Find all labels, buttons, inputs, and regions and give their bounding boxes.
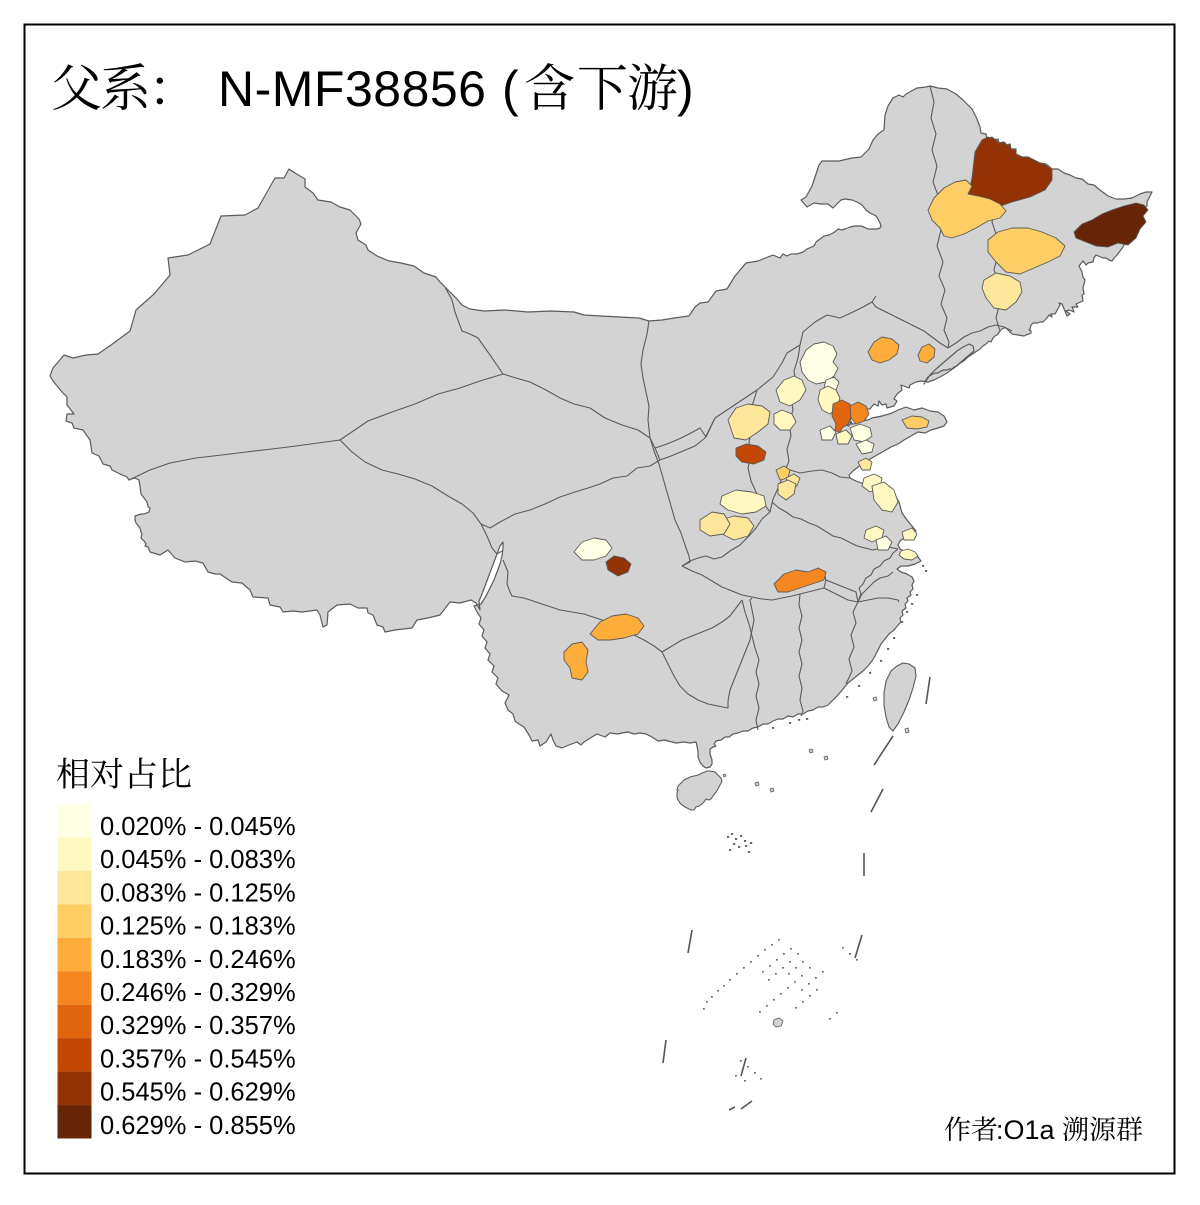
svg-text::O1a: :O1a [996, 1115, 1056, 1145]
svg-text:0.125% - 0.183%: 0.125% - 0.183% [100, 913, 296, 941]
svg-text:0.629% - 0.855%: 0.629% - 0.855% [100, 1112, 296, 1140]
svg-text:): ) [677, 61, 694, 117]
svg-text:0.545% - 0.629%: 0.545% - 0.629% [100, 1079, 296, 1107]
svg-text:0.357% - 0.545%: 0.357% - 0.545% [100, 1045, 296, 1073]
svg-text:(: ( [502, 61, 519, 117]
svg-text:N-MF38856: N-MF38856 [218, 61, 487, 117]
svg-text:0.020% - 0.045%: 0.020% - 0.045% [100, 813, 296, 841]
svg-text:0.083% - 0.125%: 0.083% - 0.125% [100, 879, 296, 907]
svg-text:0.045% - 0.083%: 0.045% - 0.083% [100, 846, 296, 874]
svg-text:0.329% - 0.357%: 0.329% - 0.357% [100, 1012, 296, 1040]
svg-text:0.246% - 0.329%: 0.246% - 0.329% [100, 979, 296, 1007]
svg-text:0.183% - 0.246%: 0.183% - 0.246% [100, 946, 296, 974]
